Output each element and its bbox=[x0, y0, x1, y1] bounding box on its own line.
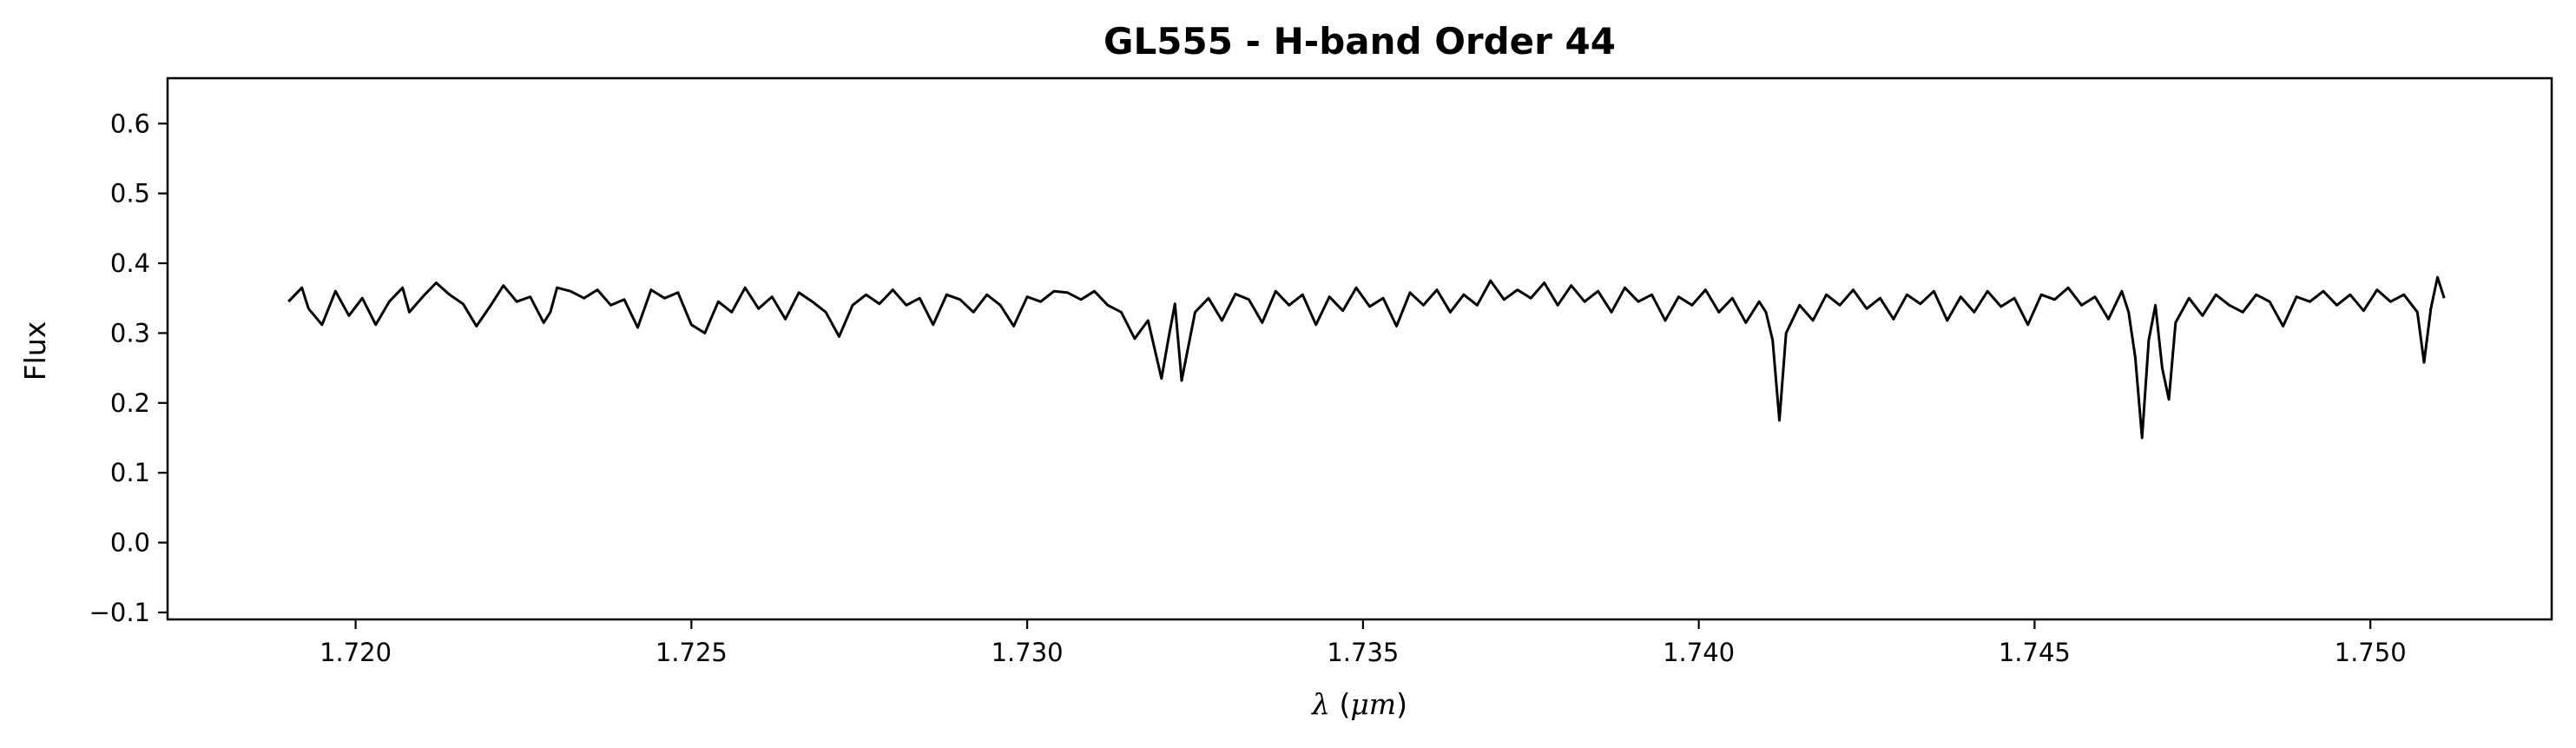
y-tick-label: 0.6 bbox=[110, 109, 150, 138]
y-tick-label: 0.4 bbox=[110, 248, 150, 278]
x-axis-label-unit: ( bbox=[1330, 687, 1350, 721]
x-tick-label: 1.725 bbox=[656, 638, 728, 667]
y-axis-label: Flux bbox=[18, 321, 52, 381]
x-axis-label-mu: μm bbox=[1350, 687, 1396, 721]
y-tick-label: 0.5 bbox=[110, 179, 150, 209]
x-tick-label: 1.735 bbox=[1327, 638, 1399, 667]
y-axis-label-text: Flux bbox=[18, 321, 52, 381]
y-tick-label: 0.0 bbox=[110, 528, 150, 558]
y-tick-label: 0.2 bbox=[110, 388, 150, 418]
y-tick-label: −0.1 bbox=[89, 598, 150, 627]
x-axis-label-close: ) bbox=[1396, 687, 1407, 721]
x-tick-label: 1.750 bbox=[2335, 638, 2407, 667]
x-tick-label: 1.745 bbox=[1999, 638, 2071, 667]
y-tick-label: 0.3 bbox=[110, 318, 150, 348]
x-tick-label: 1.720 bbox=[320, 638, 392, 667]
y-tick-label: 0.1 bbox=[110, 458, 150, 487]
chart-title: GL555 - H-band Order 44 bbox=[1104, 20, 1616, 63]
x-axis-label: λ (μm) bbox=[1310, 687, 1407, 721]
y-axis-ticks: −0.1 0.0 0.1 0.2 0.3 0.4 0.5 0.6 bbox=[89, 109, 168, 627]
x-tick-label: 1.740 bbox=[1663, 638, 1735, 667]
spectrum-line bbox=[287, 275, 2446, 440]
x-tick-label: 1.730 bbox=[992, 638, 1064, 667]
x-axis-ticks: 1.720 1.725 1.730 1.735 1.740 1.745 1.750 bbox=[320, 619, 2407, 667]
x-axis-label-lambda: λ bbox=[1310, 687, 1330, 721]
plot-frame bbox=[166, 76, 2553, 621]
